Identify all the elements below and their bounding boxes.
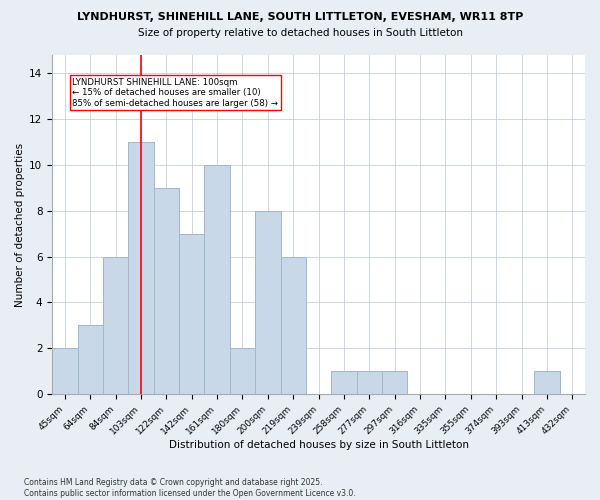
Text: LYNDHURST, SHINEHILL LANE, SOUTH LITTLETON, EVESHAM, WR11 8TP: LYNDHURST, SHINEHILL LANE, SOUTH LITTLET… — [77, 12, 523, 22]
Bar — [205, 165, 230, 394]
Text: LYNDHURST SHINEHILL LANE: 100sqm
← 15% of detached houses are smaller (10)
85% o: LYNDHURST SHINEHILL LANE: 100sqm ← 15% o… — [73, 78, 278, 108]
Bar — [77, 326, 103, 394]
Bar — [52, 348, 77, 394]
Bar — [331, 371, 356, 394]
Bar — [281, 256, 306, 394]
Bar — [534, 371, 560, 394]
Bar — [255, 211, 281, 394]
X-axis label: Distribution of detached houses by size in South Littleton: Distribution of detached houses by size … — [169, 440, 469, 450]
Bar — [103, 256, 128, 394]
Bar — [179, 234, 205, 394]
Bar — [230, 348, 255, 394]
Bar — [356, 371, 382, 394]
Bar — [128, 142, 154, 394]
Bar — [154, 188, 179, 394]
Text: Size of property relative to detached houses in South Littleton: Size of property relative to detached ho… — [137, 28, 463, 38]
Y-axis label: Number of detached properties: Number of detached properties — [15, 142, 25, 306]
Bar — [382, 371, 407, 394]
Text: Contains HM Land Registry data © Crown copyright and database right 2025.
Contai: Contains HM Land Registry data © Crown c… — [24, 478, 356, 498]
